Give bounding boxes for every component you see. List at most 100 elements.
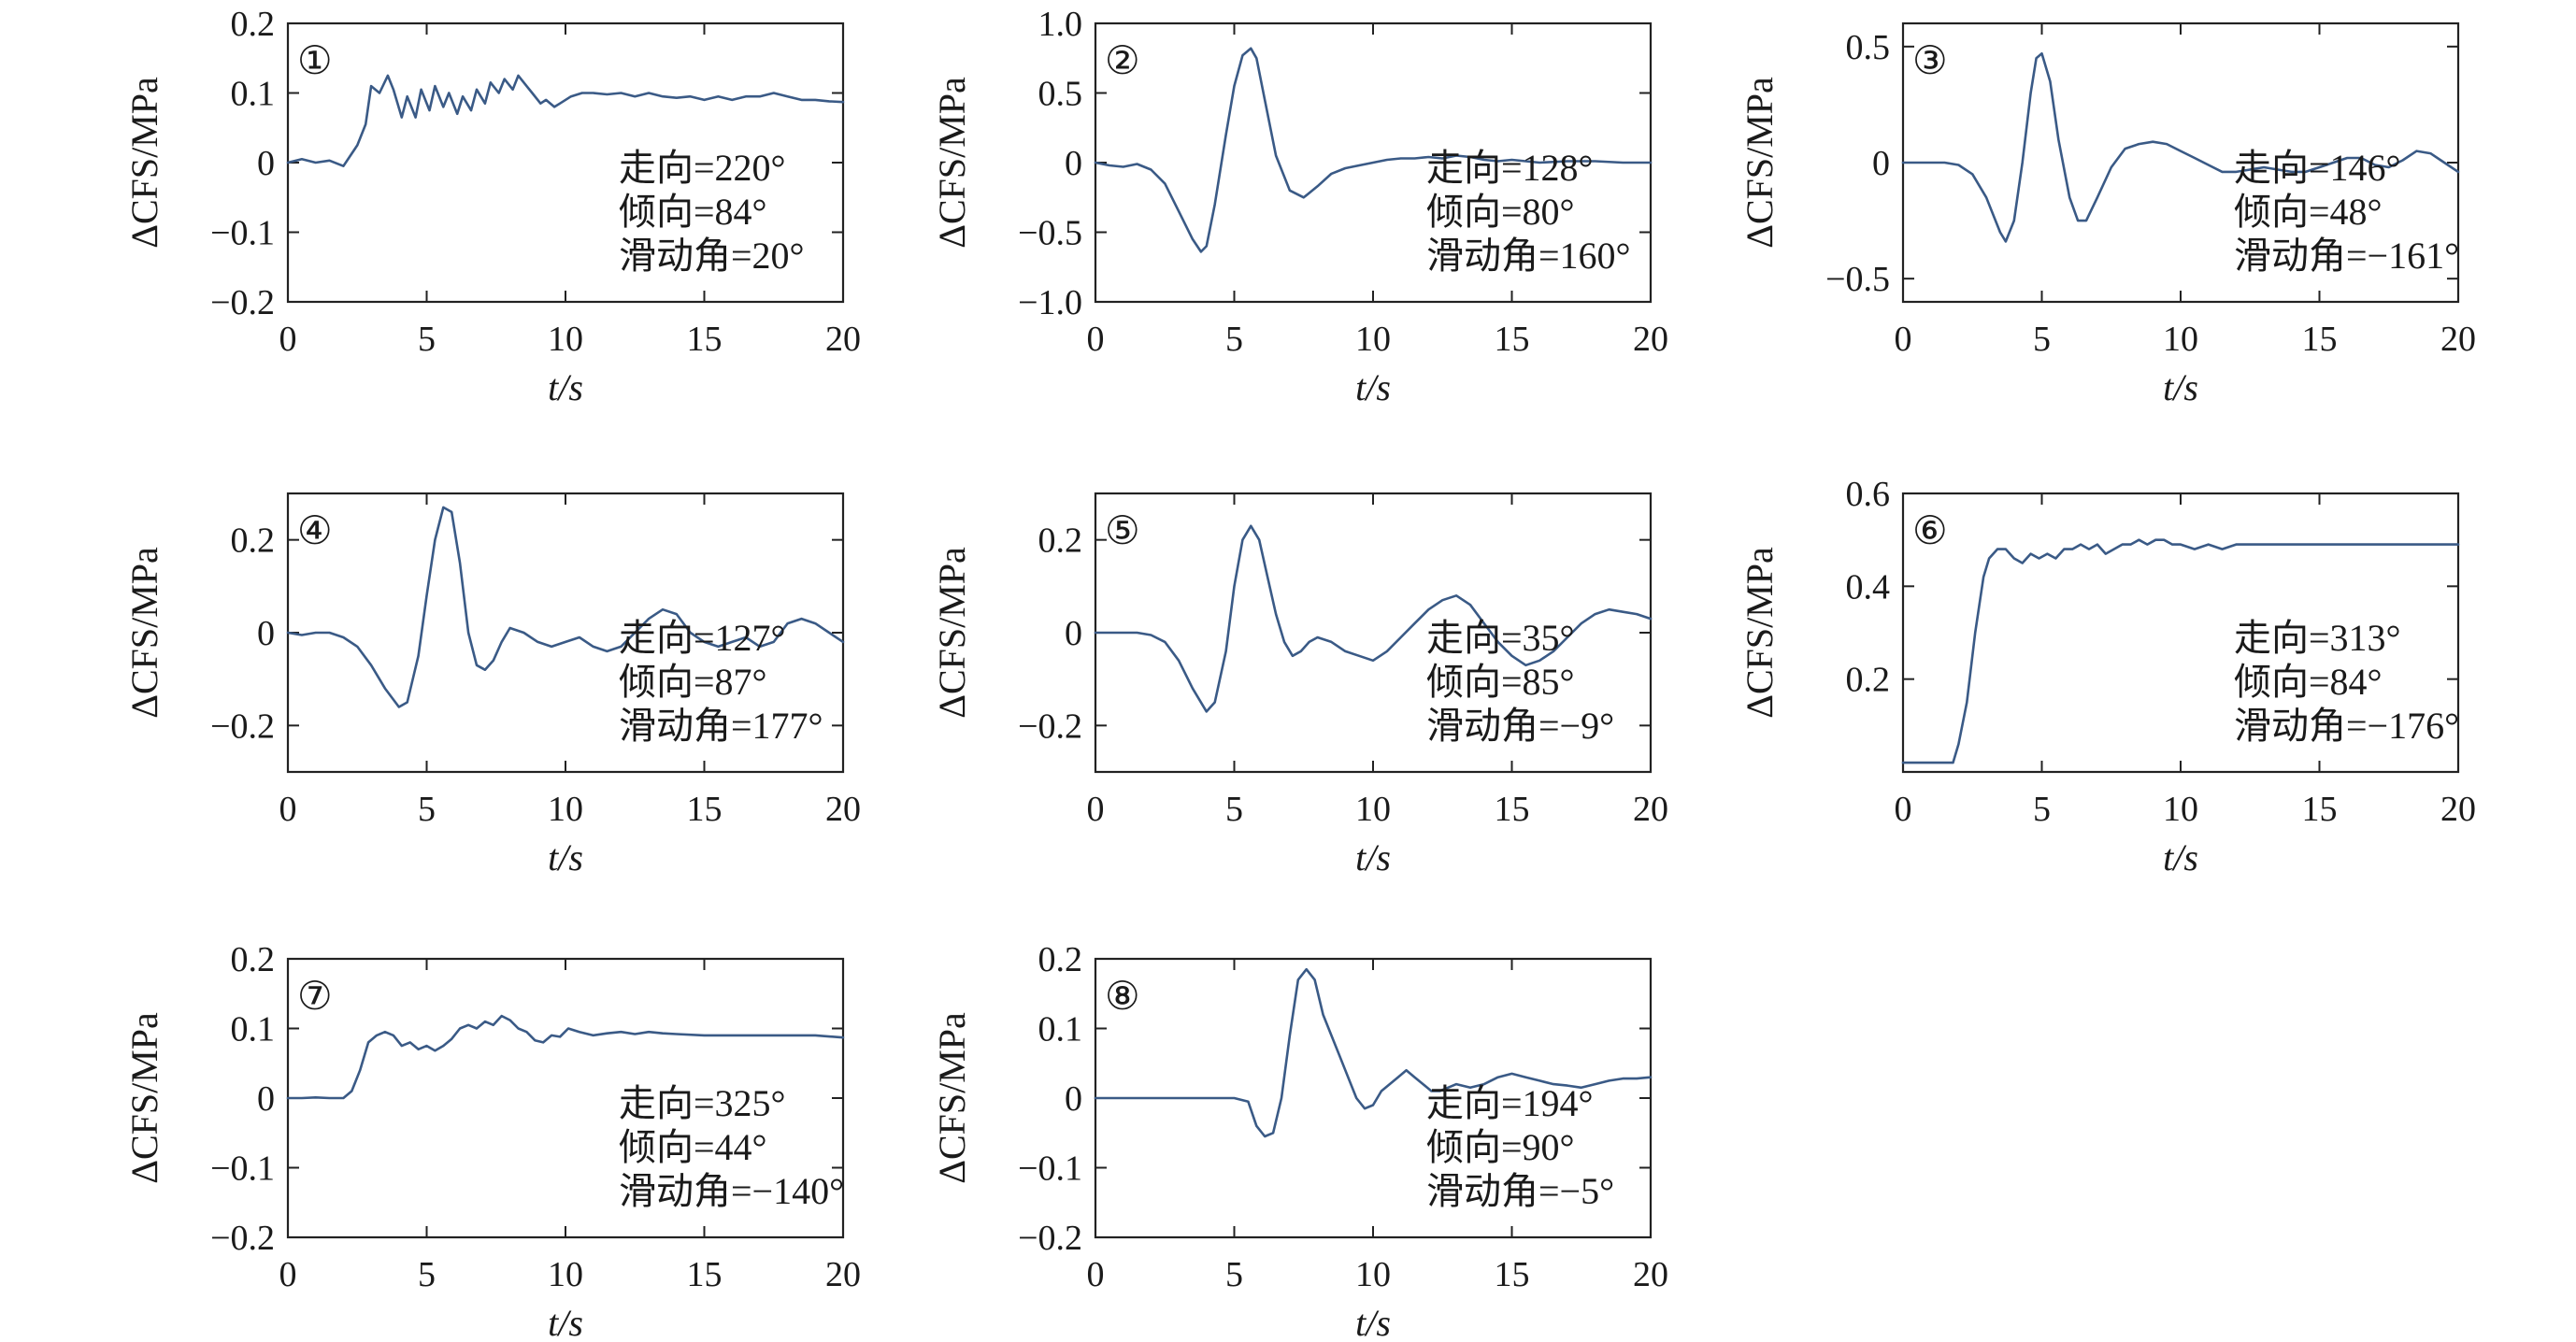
y-tick-label: 0.2 [231,5,276,44]
x-axis-label: t/s [548,1302,583,1342]
x-tick-label: 10 [2163,320,2198,359]
panel-number-label: ⑦ [297,976,333,1019]
y-tick-label: −0.2 [210,707,275,746]
fault-parameter-annotation: 走向=325° [619,1082,786,1124]
y-tick-label: −0.1 [210,214,275,253]
y-tick-label: 0 [257,1079,275,1119]
panel-2: 0 5 10 15 20 −1.0 −0.5 0 0.5 1.0 t/s ΔCFS/MPa ② 走向=12… [931,5,1668,408]
fault-parameter-annotation: 滑动角=−9° [1426,705,1614,747]
series-line [286,74,845,167]
series-line [286,1014,845,1100]
y-tick-label: 0.4 [1846,567,1891,607]
series-line [1901,51,2460,243]
x-tick-label: 10 [548,790,583,829]
y-tick-label: 0.6 [1846,475,1891,514]
y-axis-label: ΔCFS/MPa [1739,547,1781,719]
fault-parameter-annotation: 走向=194° [1426,1082,1594,1124]
x-tick-label: 0 [279,1255,297,1294]
x-tick-label: 15 [1495,1255,1530,1294]
y-axis-label: ΔCFS/MPa [1739,77,1781,249]
x-tick-label: 5 [1225,1255,1243,1294]
y-tick-label: 0 [257,144,275,183]
x-tick-label: 20 [2440,790,2476,829]
y-tick-label: 0.5 [1846,28,1891,67]
panel-7: 0 5 10 15 20 −0.2 −0.1 0 0.1 0.2 t/s ΔCFS/MPa ⑦ 走向=32… [123,940,861,1342]
x-tick-label: 10 [1355,790,1391,829]
y-tick-label: 0 [1065,1079,1082,1119]
panel-4: 0 5 10 15 20 −0.2 0 0.2 t/s ΔCFS/MPa ④ 走向=127°倾向=87… [123,492,861,878]
y-tick-label: −0.5 [1018,214,1082,253]
y-tick-label: 0 [1065,144,1082,183]
x-axis-label: t/s [1355,836,1391,878]
y-axis-label: ΔCFS/MPa [931,77,973,249]
x-tick-label: 15 [2302,790,2338,829]
panel-number-label: ⑥ [1912,510,1948,553]
y-tick-label: −0.2 [1018,707,1082,746]
series-line [286,506,845,708]
x-tick-label: 0 [279,320,297,359]
x-tick-label: 0 [1895,320,1912,359]
panel-8: 0 5 10 15 20 −0.2 −0.1 0 0.1 0.2 t/s ΔCFS/MPa ⑧ 走向=19… [931,940,1668,1342]
x-tick-label: 15 [687,320,723,359]
y-tick-label: 0.2 [231,521,276,561]
fault-parameter-annotation: 倾向=84° [619,191,767,233]
x-axis-label: t/s [1355,1302,1391,1342]
y-tick-label: 0 [1872,144,1890,183]
x-tick-label: 20 [1633,790,1668,829]
x-tick-label: 20 [1633,1255,1668,1294]
x-tick-label: 5 [1225,320,1243,359]
x-tick-label: 10 [2163,790,2198,829]
fault-parameter-annotation: 倾向=87° [619,661,767,703]
x-tick-label: 20 [1633,320,1668,359]
fault-parameter-annotation: 滑动角=160° [1426,235,1631,277]
fault-parameter-annotation: 倾向=90° [1426,1126,1575,1168]
y-axis-label: ΔCFS/MPa [123,77,165,249]
x-tick-label: 5 [2033,320,2051,359]
panel-number-label: ① [297,40,333,83]
x-tick-label: 20 [825,320,861,359]
fault-parameter-annotation: 滑动角=−5° [1426,1170,1614,1212]
fault-parameter-annotation: 倾向=84° [2234,661,2383,703]
y-axis-label: ΔCFS/MPa [123,1012,165,1184]
y-tick-label: −0.5 [1825,260,1890,299]
series-line [1094,47,1653,253]
y-tick-label: −0.1 [210,1149,275,1189]
x-tick-label: 0 [1087,1255,1105,1294]
x-axis-label: t/s [1355,366,1391,408]
x-tick-label: 15 [687,1255,723,1294]
x-tick-label: 20 [2440,320,2476,359]
fault-parameter-annotation: 滑动角=−140° [619,1170,844,1212]
y-tick-label: 0.5 [1038,75,1083,114]
series-line [1094,524,1653,713]
panel-number-label: ② [1105,40,1140,83]
y-tick-label: 0.2 [1038,940,1083,979]
x-tick-label: 0 [1087,790,1105,829]
x-tick-label: 5 [418,1255,436,1294]
fault-parameter-annotation: 倾向=85° [1426,661,1575,703]
x-tick-label: 5 [2033,790,2051,829]
y-tick-label: 0 [257,614,275,653]
x-tick-label: 15 [687,790,723,829]
fault-parameter-annotation: 倾向=80° [1426,191,1575,233]
x-axis-label: t/s [2163,836,2198,878]
panel-3: 0 5 10 15 20−0.500.5t/sΔCFS/MPa③走向=146°倾向=48… [1739,21,2476,408]
x-tick-label: 10 [1355,320,1391,359]
x-tick-label: 10 [1355,1255,1391,1294]
x-tick-label: 0 [279,790,297,829]
y-tick-label: 0.2 [1846,661,1891,700]
x-tick-label: 5 [1225,790,1243,829]
panel-5: 0 5 10 15 20 −0.2 0 0.2 t/s ΔCFS/MPa ⑤ 走向=35°倾向=85°… [931,492,1668,878]
y-tick-label: 0 [1065,614,1082,653]
x-tick-label: 5 [418,320,436,359]
panel-6: 0 5 10 15 20 0.2 0.4 0.6 t/s ΔCFS/MPa ⑥ 走向=313°倾向=8… [1739,475,2476,878]
fault-parameter-annotation: 走向=313° [2234,617,2401,659]
fault-parameter-annotation: 倾向=44° [619,1126,767,1168]
y-tick-label: −0.2 [210,283,275,322]
y-tick-label: 0.1 [231,1010,276,1049]
fault-parameter-annotation: 走向=146° [2234,147,2401,189]
y-tick-label: 0.2 [1038,521,1083,561]
fault-parameter-annotation: 走向=127° [619,617,786,659]
x-axis-label: t/s [2163,366,2198,408]
panel-1: 0 5 10 15 20 −0.2 −0.1 0 0.1 0.2 t/s ΔCFS/MPa ① 走向=22… [123,5,861,408]
